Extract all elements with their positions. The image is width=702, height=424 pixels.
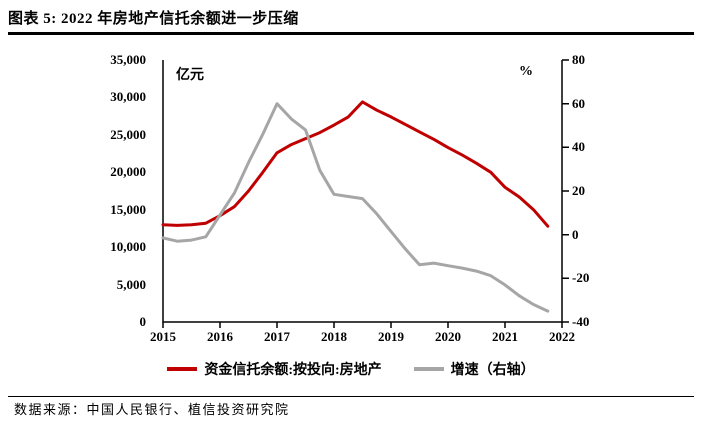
right-axis-unit-label: % [519,64,533,79]
axis-ticks [162,59,569,328]
x-axis-tick-label: 2018 [321,329,347,344]
left-axis-unit-label: 亿元 [176,68,204,83]
left-axis-tick-label: 35,000 [110,52,146,67]
growth-line [161,102,550,313]
right-axis-tick-label: 80 [572,52,585,67]
balance-line [161,100,550,228]
legend-item-balance: 资金信托余额:按投向:房地产 [167,359,382,379]
title-underline [8,32,694,35]
left-axis-tick-label: 15,000 [110,201,146,217]
x-axis-tick-label: 2016 [207,329,233,344]
left-axis-tick-label: 20,000 [110,164,146,180]
right-axis-tick-label: 60 [572,95,585,111]
data-source: 数据来源：中国人民银行、植信投资研究院 [14,402,290,417]
source-divider [8,396,694,397]
x-axis-tick-label: 2019 [378,329,404,344]
balance-line-swatch [167,367,198,371]
legend-label-balance: 资金信托余额:按投向:房地产 [204,363,382,378]
growth-line-swatch [413,367,444,371]
x-axis-tick-label: 2017 [264,329,290,344]
left-axis-tick-label: 30,000 [110,89,146,105]
right-axis-tick-label: 0 [572,226,579,242]
right-axis-tick-label: -20 [572,270,590,286]
left-axis-tick-label: 10,000 [110,239,146,255]
legend-label-growth: 增速（右轴） [450,363,535,378]
legend-item-growth: 增速（右轴） [413,359,535,379]
x-axis-tick-label: 2021 [492,329,518,344]
chart-legend: 资金信托余额:按投向:房地产 增速（右轴） [0,359,702,379]
x-axis-tick-label: 2015 [150,329,176,344]
right-axis-tick-label: 20 [572,183,585,198]
right-axis-tick-label: 40 [572,139,585,155]
x-axis-tick-label: 2020 [435,329,461,344]
left-axis-tick-label: 25,000 [110,126,146,142]
left-axis-tick-label: 0 [139,314,147,329]
x-axis-tick-label: 2022 [549,329,575,344]
right-axis-tick-label: -40 [572,314,590,329]
left-axis-tick-label: 5,000 [116,276,146,292]
figure-title: 图表 5: 2022 年房地产信托余额进一步压缩 [8,11,299,27]
